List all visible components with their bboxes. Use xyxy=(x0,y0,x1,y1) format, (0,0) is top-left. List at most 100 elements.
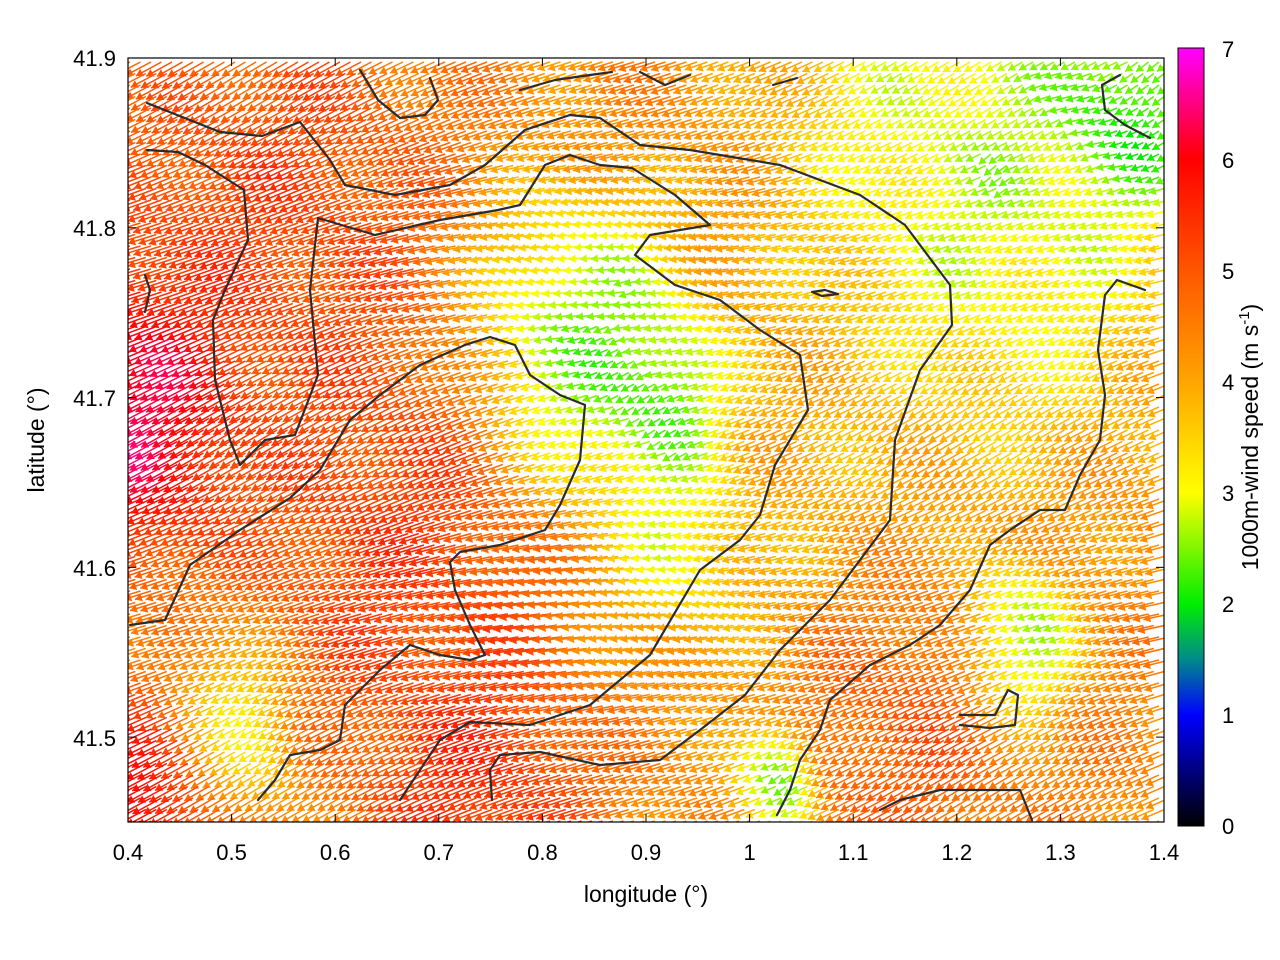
wind-arrow-head xyxy=(509,121,518,130)
wind-arrow-head xyxy=(117,193,125,201)
wind-arrow-head xyxy=(1075,72,1084,81)
wind-arrow-head xyxy=(372,124,381,133)
wind-arrow-head xyxy=(958,99,967,107)
wind-arrow-head xyxy=(585,242,593,252)
wind-arrow-head xyxy=(583,220,591,229)
wind-arrow-head xyxy=(136,114,145,122)
wind-arrow-head xyxy=(151,126,160,134)
wind-arrow-head xyxy=(912,109,921,117)
wind-arrow-head xyxy=(633,277,641,286)
wind-arrow-head xyxy=(695,109,703,118)
wind-arrow-head xyxy=(573,243,582,252)
wind-arrow-head xyxy=(911,64,921,72)
wind-arrow-head xyxy=(1076,94,1085,103)
wind-arrow-head xyxy=(520,120,529,129)
wind-arrow-head xyxy=(493,301,502,310)
wind-arrow-head xyxy=(292,137,301,146)
wind-arrow-head xyxy=(1055,119,1064,128)
wind-arrow-head xyxy=(1049,106,1058,115)
wind-arrow-head xyxy=(563,97,572,106)
wind-arrow-head xyxy=(748,244,757,254)
wind-arrow-head xyxy=(1141,120,1150,128)
wind-arrow-head xyxy=(662,63,671,72)
wind-arrow-head xyxy=(567,336,576,345)
wind-arrow-head xyxy=(970,121,979,129)
wind-arrow-head xyxy=(482,302,490,311)
wind-arrow-head xyxy=(1023,120,1032,128)
wind-arrow-head xyxy=(927,76,936,84)
wind-arrow-head xyxy=(303,137,312,145)
wind-arrow-head xyxy=(578,231,587,240)
wind-arrow-head xyxy=(876,74,885,83)
wind-arrow-head xyxy=(907,98,916,106)
wind-arrow-head xyxy=(706,63,715,72)
wind-arrow-head xyxy=(131,125,140,133)
wind-arrow-head xyxy=(622,254,630,263)
wind-arrow-head xyxy=(498,76,507,84)
wind-arrow-head xyxy=(964,110,973,118)
wind-arrow-head xyxy=(674,324,683,333)
wind-arrow-head xyxy=(384,77,393,86)
wind-arrow-head xyxy=(118,170,126,178)
wind-arrow-head xyxy=(303,115,312,123)
wind-arrow-head xyxy=(632,198,641,207)
wind-arrow-head xyxy=(106,90,114,98)
wind-arrow-head xyxy=(1114,107,1123,116)
wind-arrow-head xyxy=(1152,98,1161,106)
wind-arrow-head xyxy=(1050,62,1059,71)
wind-arrow-head xyxy=(527,324,536,333)
wind-arrow-head xyxy=(472,132,481,141)
wind-arrow-head xyxy=(594,120,603,129)
wind-arrow-head xyxy=(669,336,678,345)
wind-arrow-head xyxy=(765,121,774,130)
wind-arrow-head xyxy=(683,109,692,118)
wind-arrow-head xyxy=(684,63,693,72)
wind-arrow-head xyxy=(499,121,507,130)
wind-arrow-head xyxy=(476,99,485,108)
wind-arrow-head xyxy=(117,215,125,223)
wind-arrow-head xyxy=(623,75,632,84)
wind-arrow-head xyxy=(106,113,114,121)
wind-arrow-head xyxy=(111,272,119,280)
wind-arrow-head xyxy=(732,121,741,130)
wind-arrow-shaft xyxy=(128,130,141,138)
wind-arrow-head xyxy=(1040,62,1049,71)
wind-arrow-head xyxy=(706,86,715,95)
wind-arrow-head xyxy=(1018,63,1028,71)
wind-arrow-head xyxy=(953,87,962,95)
wind-arrow-head xyxy=(471,65,480,74)
wind-arrow-head xyxy=(515,63,524,72)
wind-arrow-head xyxy=(1013,97,1022,105)
wind-arrow-head xyxy=(759,87,768,96)
wind-arrow-head xyxy=(819,99,828,107)
wind-arrow-head xyxy=(614,120,623,129)
wind-arrow-head xyxy=(551,220,559,229)
wind-arrow-head xyxy=(1125,63,1134,72)
wind-arrow-head xyxy=(102,203,110,211)
wind-arrow-head xyxy=(1098,117,1107,126)
wind-arrow-head xyxy=(701,75,710,83)
wind-arrow-head xyxy=(780,65,789,73)
wind-arrow-head xyxy=(146,114,155,123)
wind-arrow-head xyxy=(1120,118,1129,127)
wind-arrow-head xyxy=(114,308,122,316)
wind-arrow-head xyxy=(415,77,424,86)
wind-arrow-head xyxy=(897,75,906,83)
wind-arrow-head xyxy=(361,125,370,133)
wind-arrow-head xyxy=(456,122,465,131)
wind-arrow-head xyxy=(562,120,571,129)
wind-arrow-head xyxy=(1100,244,1108,253)
wind-arrow-head xyxy=(1146,86,1155,95)
wind-arrow-head xyxy=(378,113,387,121)
wind-arrow-head xyxy=(859,63,868,71)
wind-arrow-head xyxy=(518,243,526,252)
wind-arrow-head xyxy=(498,99,507,107)
wind-arrow-head xyxy=(743,121,752,130)
wind-arrow-head xyxy=(628,335,636,344)
wind-arrow-head xyxy=(583,74,592,83)
wind-arrow-head xyxy=(466,77,475,85)
wind-arrow-head xyxy=(562,220,570,229)
wind-arrow-head xyxy=(1136,64,1145,72)
wind-arrow-head xyxy=(460,88,469,97)
